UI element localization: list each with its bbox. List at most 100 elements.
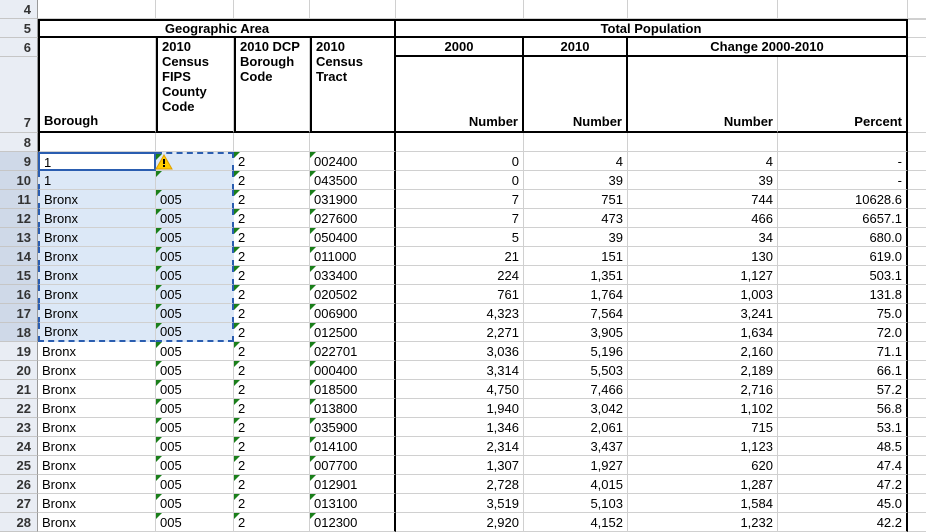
cell-borough[interactable]: Bronx [38,456,156,475]
cell-change-num[interactable]: 715 [628,418,778,437]
cell-change-num[interactable]: 2,160 [628,342,778,361]
cell-tract[interactable]: 000400 [310,361,396,380]
cell-fips[interactable]: 005 [156,209,234,228]
cell[interactable] [628,133,778,152]
cell-borough[interactable]: Bronx [38,418,156,437]
cell-num-2010[interactable]: 473 [524,209,628,228]
cell-change-pct[interactable]: 131.8 [778,285,908,304]
cell-dcp[interactable]: 2 [234,418,310,437]
cell[interactable] [908,285,926,304]
cell-change-num[interactable]: 39 [628,171,778,190]
cell-num-2010[interactable]: 3,437 [524,437,628,456]
cell-change-pct[interactable]: 503.1 [778,266,908,285]
cell[interactable] [908,399,926,418]
cell[interactable] [38,133,156,152]
cell[interactable] [908,304,926,323]
cell-change-num[interactable]: 2,189 [628,361,778,380]
row-header[interactable]: 24 [0,437,38,456]
cell-fips[interactable]: 005 [156,361,234,380]
cell-fips[interactable]: 005 [156,456,234,475]
cell-dcp[interactable]: 2 [234,494,310,513]
cell-num-2010[interactable]: 3,042 [524,399,628,418]
cell-fips[interactable]: 005 [156,323,234,342]
cell-dcp[interactable]: 2 [234,171,310,190]
cell-change-pct[interactable]: 53.1 [778,418,908,437]
cell-num-2010[interactable]: 5,196 [524,342,628,361]
cell-num-2000[interactable]: 3,036 [396,342,524,361]
cell[interactable] [156,133,234,152]
cell[interactable] [778,133,908,152]
cell-change-num[interactable]: 2,716 [628,380,778,399]
cell-change-pct[interactable]: 10628.6 [778,190,908,209]
cell-tract[interactable]: 012500 [310,323,396,342]
cell[interactable] [524,0,628,19]
row-header[interactable]: 10 [0,171,38,190]
cell-tract[interactable]: 035900 [310,418,396,437]
cell[interactable] [396,0,524,19]
cell[interactable] [524,133,628,152]
cell-num-2010[interactable]: 1,351 [524,266,628,285]
cell-tract[interactable]: 043500 [310,171,396,190]
cell-dcp[interactable]: 2 [234,304,310,323]
cell[interactable] [628,0,778,19]
cell-num-2010[interactable]: 4 [524,152,628,171]
cell-tract[interactable]: 007700 [310,456,396,475]
cell-fips[interactable]: 005 [156,399,234,418]
cell-num-2010[interactable]: 151 [524,247,628,266]
cell-num-2010[interactable]: 39 [524,228,628,247]
cell-num-2010[interactable]: 2,061 [524,418,628,437]
cell[interactable] [310,0,396,19]
cell-tract[interactable]: 013800 [310,399,396,418]
cell[interactable] [908,209,926,228]
row-header[interactable]: 27 [0,494,38,513]
cell-borough[interactable]: Bronx [38,228,156,247]
cell[interactable] [310,133,396,152]
cell[interactable] [908,494,926,513]
cell-borough[interactable]: Bronx [38,437,156,456]
cell-fips[interactable]: 005 [156,475,234,494]
cell[interactable] [908,228,926,247]
cell-fips[interactable]: 005 [156,285,234,304]
cell-tract[interactable]: 022701 [310,342,396,361]
cell[interactable] [908,342,926,361]
row-header[interactable]: 16 [0,285,38,304]
cell-change-pct[interactable]: 619.0 [778,247,908,266]
row-header[interactable]: 20 [0,361,38,380]
cell-fips[interactable]: 005 [156,513,234,532]
row-header[interactable]: 23 [0,418,38,437]
cell[interactable] [234,133,310,152]
cell-borough[interactable]: Bronx [38,513,156,532]
row-header[interactable]: 9 [0,152,38,171]
cell-change-num[interactable]: 1,232 [628,513,778,532]
row-header[interactable]: 22 [0,399,38,418]
cell-num-2000[interactable]: 7 [396,190,524,209]
cell-borough[interactable]: Bronx [38,247,156,266]
cell[interactable] [908,152,926,171]
cell-borough[interactable]: 1 [38,171,156,190]
cell-borough[interactable]: Bronx [38,342,156,361]
cell[interactable] [908,380,926,399]
cell-num-2010[interactable]: 751 [524,190,628,209]
cell-num-2000[interactable]: 2,728 [396,475,524,494]
cell-change-num[interactable]: 1,584 [628,494,778,513]
cell-num-2000[interactable]: 0 [396,171,524,190]
cell-change-num[interactable]: 34 [628,228,778,247]
cell-dcp[interactable]: 2 [234,437,310,456]
row-header[interactable]: 13 [0,228,38,247]
cell-dcp[interactable]: 2 [234,247,310,266]
cell-borough[interactable]: Bronx [38,494,156,513]
cell-dcp[interactable]: 2 [234,209,310,228]
cell-num-2010[interactable]: 5,103 [524,494,628,513]
cell-change-num[interactable]: 1,123 [628,437,778,456]
row-header[interactable]: 12 [0,209,38,228]
row-header[interactable]: 6 [0,38,38,57]
cell-change-num[interactable]: 744 [628,190,778,209]
row-header[interactable]: 28 [0,513,38,532]
cell-dcp[interactable]: 2 [234,361,310,380]
cell-change-num[interactable]: 130 [628,247,778,266]
cell[interactable] [234,0,310,19]
row-header[interactable]: 7 [0,57,38,133]
row-header[interactable]: 4 [0,0,38,19]
cell-change-num[interactable]: 1,102 [628,399,778,418]
cell-fips[interactable]: 005 [156,228,234,247]
